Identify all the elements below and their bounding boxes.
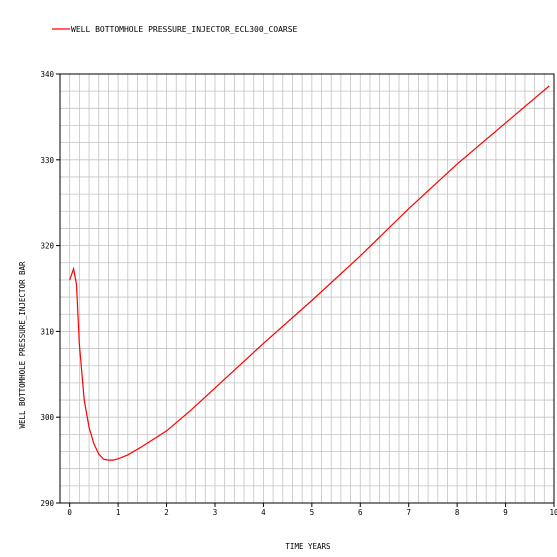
y-axis-label: WELL BOTTOMHOLE PRESSURE_INJECTOR BAR (18, 261, 27, 429)
x-tick-label: 8 (455, 508, 460, 517)
x-tick-labels: 0 1 2 3 4 5 6 7 8 9 10 (67, 508, 557, 517)
y-tick-labels: 290 300 310 320 330 340 (40, 70, 54, 508)
x-tick-label: 5 (310, 508, 315, 517)
axis-ticks (56, 73, 555, 507)
legend-label: WELL BOTTOMHOLE PRESSURE_INJECTOR_ECL300… (71, 25, 298, 34)
y-tick-label: 310 (40, 327, 54, 336)
plot-area-frame (59, 73, 555, 504)
y-tick-label: 290 (40, 499, 54, 508)
grid (60, 73, 555, 504)
x-tick-label: 6 (358, 508, 363, 517)
x-tick-label: 9 (503, 508, 508, 517)
x-tick-label: 3 (213, 508, 218, 517)
legend: WELL BOTTOMHOLE PRESSURE_INJECTOR_ECL300… (52, 25, 298, 34)
x-tick-label: 0 (67, 508, 72, 517)
x-tick-label: 1 (116, 508, 121, 517)
x-tick-label: 7 (406, 508, 411, 517)
y-tick-label: 300 (40, 413, 54, 422)
y-tick-label: 340 (40, 70, 54, 79)
x-axis-label: TIME YEARS (285, 542, 331, 551)
y-tick-label: 330 (40, 156, 54, 165)
x-tick-label: 4 (261, 508, 266, 517)
x-tick-label: 10 (549, 508, 557, 517)
x-tick-label: 2 (164, 508, 169, 517)
y-tick-label: 320 (40, 242, 54, 251)
series-line-bottomhole-pressure (69, 85, 550, 461)
